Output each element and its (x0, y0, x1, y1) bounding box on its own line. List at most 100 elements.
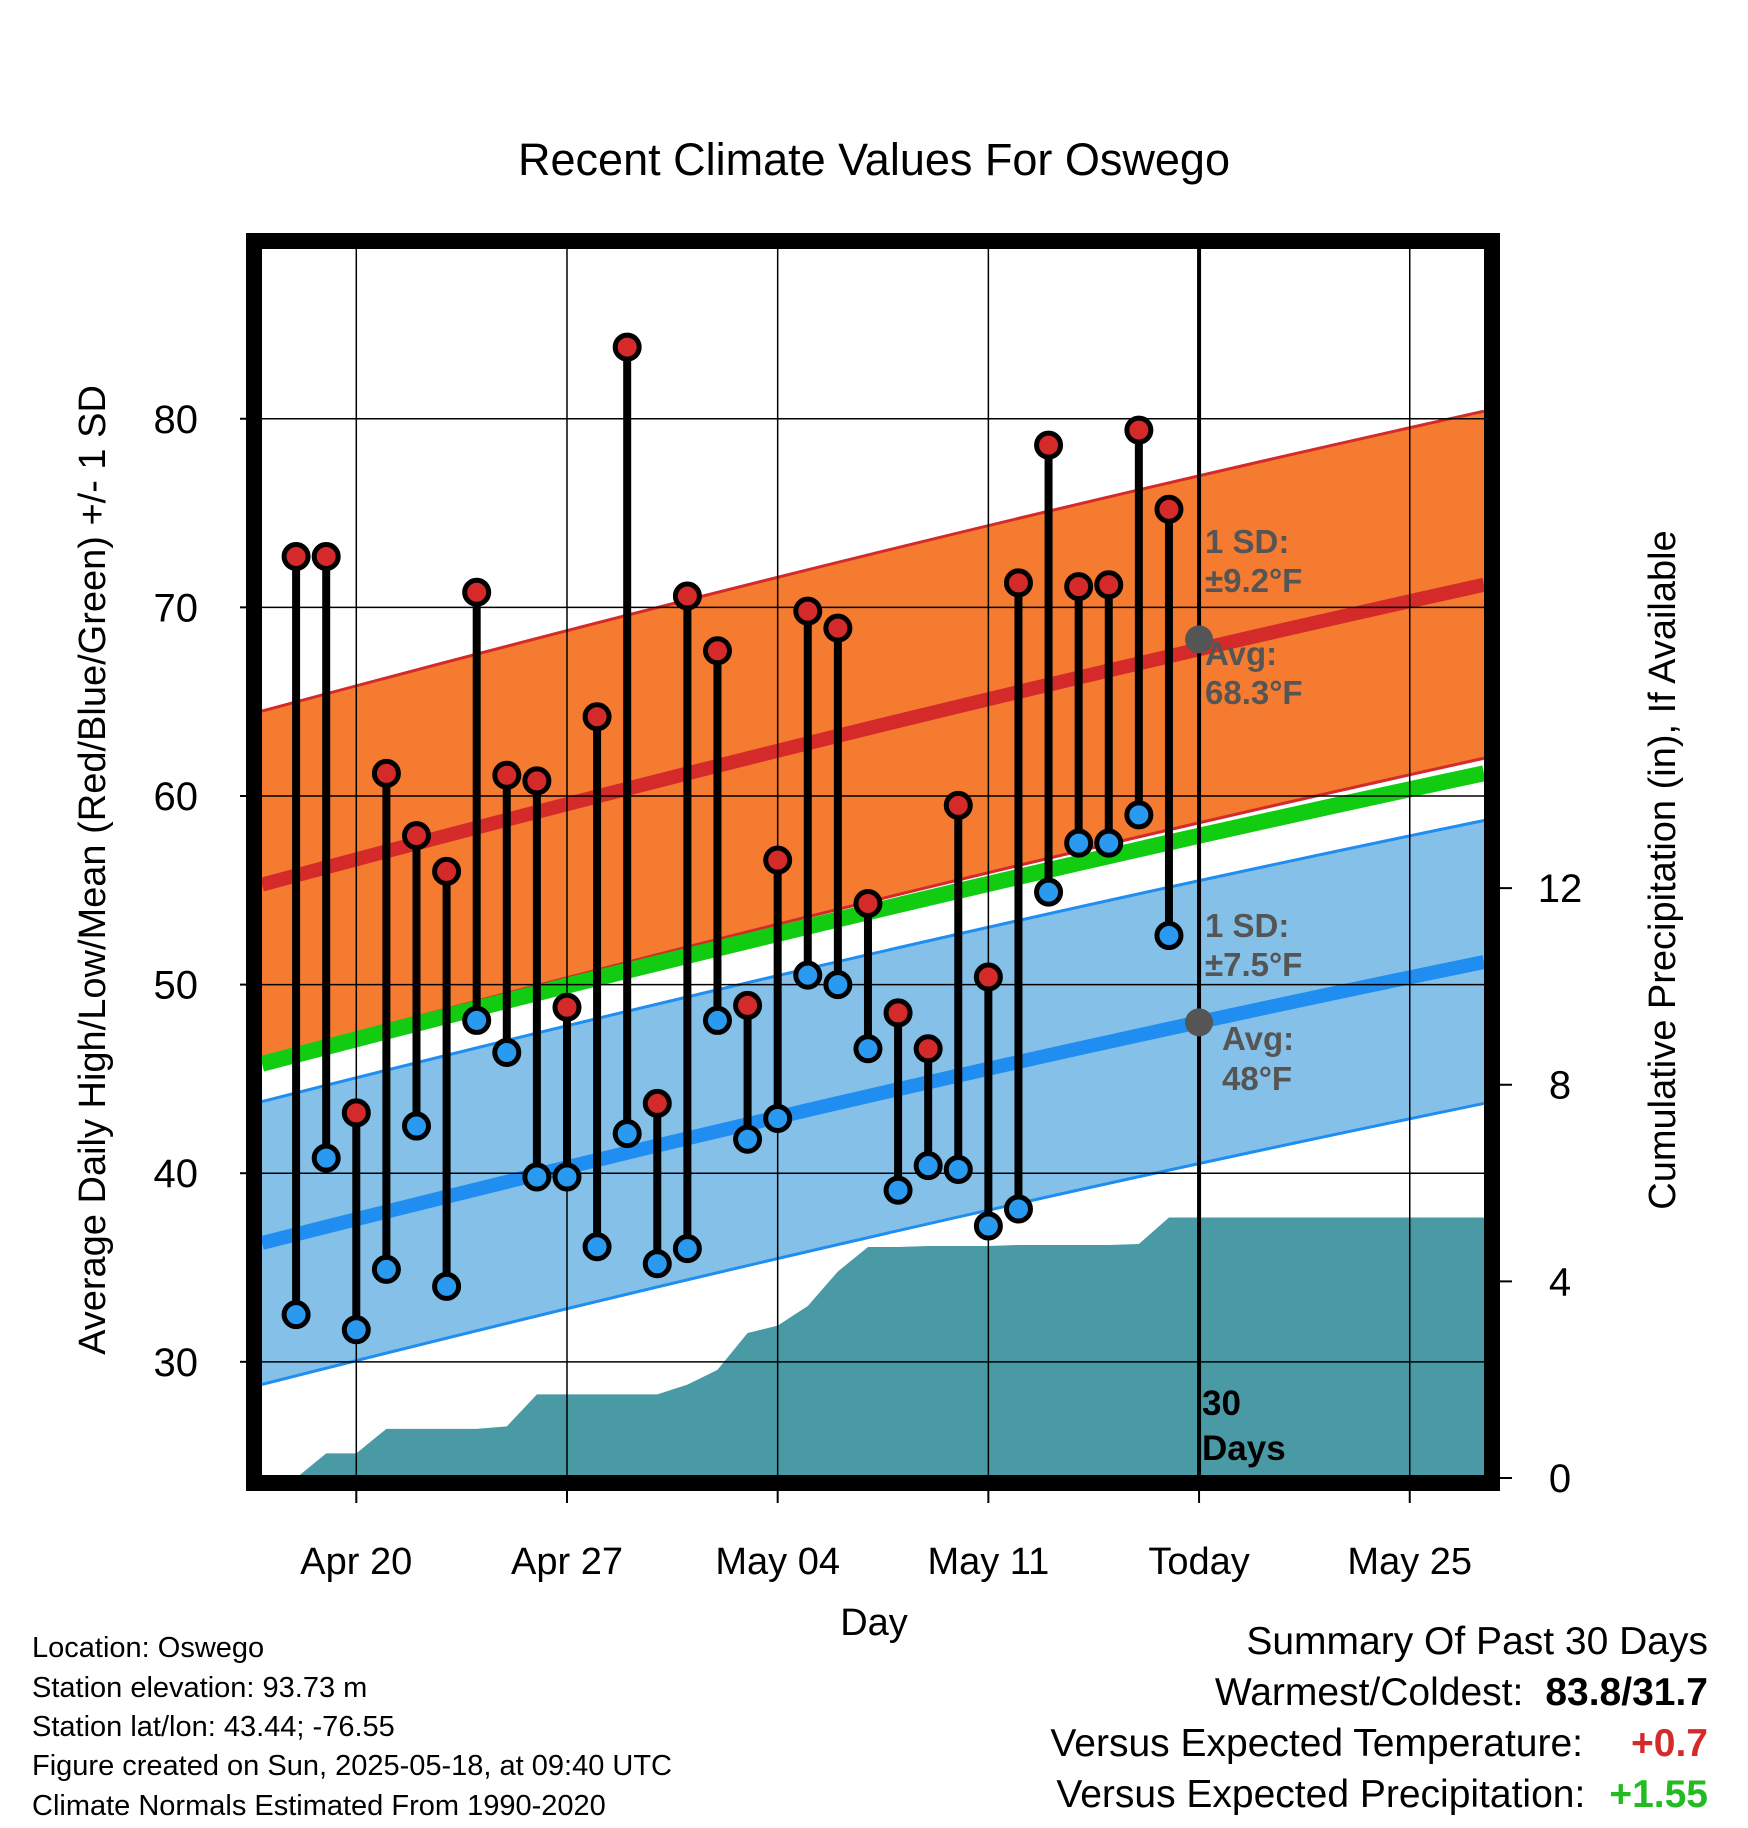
high-point (341, 1098, 371, 1128)
low-point (492, 1038, 522, 1068)
high-point (763, 845, 793, 875)
window-label: Days (1202, 1429, 1286, 1468)
high-point (522, 766, 552, 796)
x-tick-label: Apr 20 (300, 1541, 412, 1583)
low-point (943, 1154, 973, 1184)
high-point (612, 332, 642, 362)
summary-precip: Versus Expected Precipitation: +1.55 (1056, 1775, 1708, 1814)
summary-temp-label: Versus Expected Temperature: (1050, 1722, 1583, 1765)
info-latlon: Station lat/lon: 43.44; -76.55 (32, 1711, 395, 1743)
low-point (462, 1005, 492, 1035)
low-point (672, 1234, 702, 1264)
plot-frame (246, 233, 1500, 1491)
y-axis-label-right: Cumulative Precipitation (in), If Availa… (1642, 530, 1684, 1209)
high-point (1034, 430, 1064, 460)
high-point (1094, 570, 1124, 600)
high-point (371, 758, 401, 788)
high-point (733, 990, 763, 1020)
high-point (432, 856, 462, 886)
high-point (793, 596, 823, 626)
high-point (1154, 494, 1184, 524)
summary-warm-cold-label: Warmest/Coldest: (1214, 1671, 1524, 1714)
high-point (1064, 572, 1094, 602)
x-tick-label: May 25 (1347, 1541, 1472, 1583)
low-point (432, 1271, 462, 1301)
low-point (371, 1254, 401, 1284)
low-point (1154, 921, 1184, 951)
chart-title: Recent Climate Values For Oswego (518, 134, 1230, 185)
low-point (763, 1104, 793, 1134)
y-axis-label-left: Average Daily High/Low/Mean (Red/Blue/Gr… (72, 385, 114, 1355)
low-point (582, 1232, 612, 1262)
low-point (702, 1005, 732, 1035)
today-avg-high-marker (1185, 625, 1214, 654)
high-point (462, 577, 492, 607)
info-elevation: Station elevation: 93.73 m (32, 1672, 368, 1704)
y-left-tick-label: 40 (154, 1152, 199, 1196)
high-sd-upper-line (261, 409, 1485, 713)
high-sd-annotation: 1 SD: (1205, 523, 1289, 560)
low-point (522, 1162, 552, 1192)
low-point (1034, 877, 1064, 907)
high-point (672, 581, 702, 611)
high-point (281, 541, 311, 571)
info-normals: Climate Normals Estimated From 1990-2020 (32, 1790, 606, 1822)
high-point (823, 613, 853, 643)
high-normal-line (260, 577, 1486, 892)
y-left-tick-label: 30 (154, 1341, 199, 1385)
low-point (823, 970, 853, 1000)
low-point (612, 1119, 642, 1149)
high-point (1003, 568, 1033, 598)
low-point (853, 1034, 883, 1064)
high-point (1124, 415, 1154, 445)
y-right-tick-label: 12 (1538, 867, 1583, 911)
y-right-tick-label: 4 (1549, 1260, 1571, 1304)
high-point (913, 1034, 943, 1064)
low-point (793, 960, 823, 990)
precip-area (296, 1217, 1484, 1475)
info-created: Figure created on Sun, 2025-05-18, at 09… (32, 1750, 672, 1782)
summary-precip-value: +1.55 (1609, 1773, 1708, 1816)
summary-warm-cold-value: 83.8/31.7 (1545, 1671, 1708, 1714)
y-left-tick-label: 70 (154, 586, 199, 630)
high-point (582, 702, 612, 732)
x-tick-label: Today (1148, 1541, 1249, 1583)
low-avg-annotation: 48°F (1222, 1060, 1292, 1097)
summary-temp: Versus Expected Temperature: +0.7 (1050, 1724, 1708, 1763)
high-avg-annotation: Avg: (1205, 635, 1277, 672)
summary-precip-label: Versus Expected Precipitation: (1056, 1773, 1586, 1816)
low-sd-annotation: ±7.5°F (1205, 946, 1302, 983)
summary-temp-value: +0.7 (1631, 1722, 1708, 1765)
low-point (1064, 828, 1094, 858)
high-point (401, 821, 431, 851)
x-tick-label: May 04 (715, 1541, 840, 1583)
y-right-tick-label: 8 (1549, 1064, 1571, 1108)
high-point (311, 541, 341, 571)
low-point (401, 1111, 431, 1141)
high-avg-annotation: 68.3°F (1205, 674, 1303, 711)
summary-title: Summary Of Past 30 Days (1246, 1620, 1708, 1663)
high-point (492, 760, 522, 790)
low-point (1003, 1194, 1033, 1224)
high-point (883, 998, 913, 1028)
low-point (913, 1151, 943, 1181)
high-point (943, 790, 973, 820)
window-label: 30 (1202, 1384, 1241, 1423)
y-left-tick-label: 50 (154, 964, 199, 1008)
high-sd-annotation: ±9.2°F (1205, 562, 1302, 599)
low-point (341, 1315, 371, 1345)
x-tick-label: Apr 27 (511, 1541, 623, 1583)
low-point (1124, 800, 1154, 830)
x-axis-label: Day (840, 1602, 908, 1644)
low-point (311, 1143, 341, 1173)
high-point (552, 992, 582, 1022)
summary-warm-cold: Warmest/Coldest: 83.8/31.7 (1215, 1673, 1708, 1712)
low-point (883, 1175, 913, 1205)
low-sd-lower-line (261, 1101, 1485, 1386)
high-point (642, 1088, 672, 1118)
high-point (853, 888, 883, 918)
low-avg-annotation: Avg: (1222, 1020, 1294, 1057)
y-right-tick-label: 0 (1549, 1457, 1571, 1501)
